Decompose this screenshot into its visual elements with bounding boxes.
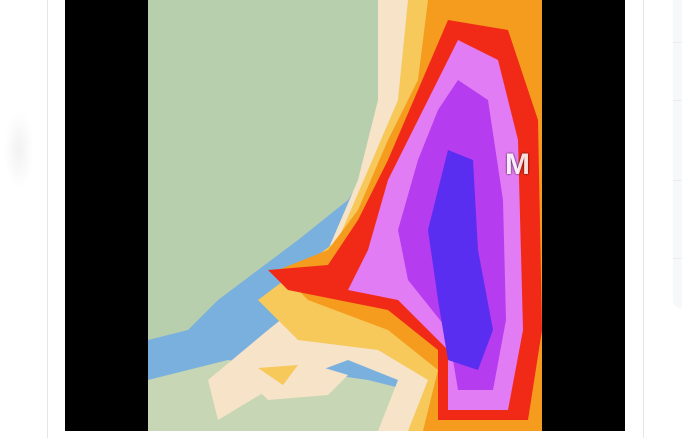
video-player[interactable]: M [65, 0, 625, 431]
snow-blue [428, 150, 493, 370]
snow-blob-yellow [258, 365, 298, 385]
video-overlay-text: M [505, 148, 530, 181]
map-land-scandinavia [148, 0, 448, 340]
sidebar-panel [673, 0, 682, 308]
faded-avatar [4, 110, 34, 190]
weather-map-image [148, 0, 542, 431]
